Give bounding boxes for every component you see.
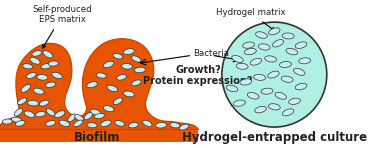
Ellipse shape [286, 48, 297, 55]
Ellipse shape [179, 124, 189, 130]
Ellipse shape [55, 111, 65, 118]
Ellipse shape [90, 109, 101, 116]
Ellipse shape [32, 51, 42, 56]
Ellipse shape [124, 49, 134, 54]
Ellipse shape [84, 112, 93, 120]
Ellipse shape [36, 112, 45, 117]
Ellipse shape [87, 123, 97, 128]
Text: Biofilm: Biofilm [73, 131, 120, 144]
Ellipse shape [124, 91, 134, 97]
Ellipse shape [113, 53, 123, 59]
Ellipse shape [43, 51, 53, 58]
Ellipse shape [226, 85, 238, 92]
Ellipse shape [281, 76, 293, 82]
Ellipse shape [295, 42, 307, 48]
Ellipse shape [26, 73, 36, 78]
Text: Hydrogel-entrapped culture: Hydrogel-entrapped culture [182, 131, 367, 144]
Ellipse shape [12, 117, 22, 122]
Ellipse shape [132, 56, 141, 62]
Ellipse shape [245, 48, 256, 55]
Ellipse shape [74, 115, 84, 121]
Ellipse shape [273, 40, 284, 47]
Text: Self-produced
EPS matrix: Self-produced EPS matrix [33, 5, 92, 48]
Ellipse shape [68, 114, 76, 122]
Ellipse shape [282, 33, 294, 39]
Ellipse shape [236, 63, 248, 69]
Ellipse shape [87, 82, 98, 88]
Ellipse shape [143, 120, 152, 127]
Ellipse shape [116, 75, 127, 80]
Ellipse shape [23, 64, 33, 69]
Ellipse shape [156, 122, 167, 128]
Ellipse shape [46, 82, 56, 87]
Ellipse shape [17, 98, 27, 105]
Ellipse shape [268, 104, 280, 110]
Ellipse shape [101, 120, 111, 127]
Ellipse shape [37, 75, 48, 80]
Ellipse shape [113, 98, 122, 105]
Ellipse shape [41, 64, 51, 69]
Text: Hydrogel matrix: Hydrogel matrix [215, 8, 285, 31]
Ellipse shape [275, 92, 287, 99]
Ellipse shape [282, 109, 294, 116]
Ellipse shape [39, 100, 49, 106]
Ellipse shape [132, 80, 141, 86]
Ellipse shape [33, 88, 44, 94]
Ellipse shape [293, 68, 305, 75]
Ellipse shape [265, 56, 277, 62]
Ellipse shape [255, 106, 266, 113]
Ellipse shape [129, 123, 138, 128]
Ellipse shape [243, 42, 254, 48]
Ellipse shape [59, 120, 70, 127]
Circle shape [222, 22, 327, 127]
Ellipse shape [269, 28, 280, 35]
Ellipse shape [295, 83, 307, 90]
Ellipse shape [46, 109, 55, 116]
Ellipse shape [240, 79, 252, 85]
Ellipse shape [299, 58, 311, 64]
Ellipse shape [30, 57, 40, 64]
Ellipse shape [170, 123, 180, 128]
Ellipse shape [232, 56, 243, 62]
Ellipse shape [48, 61, 59, 66]
Ellipse shape [15, 121, 25, 126]
Ellipse shape [52, 72, 62, 79]
Text: Growth?
Protein expression?: Growth? Protein expression? [143, 65, 253, 86]
Ellipse shape [21, 85, 31, 92]
Polygon shape [0, 39, 198, 142]
Ellipse shape [24, 111, 35, 117]
Ellipse shape [254, 74, 266, 80]
Ellipse shape [2, 119, 12, 124]
Ellipse shape [122, 63, 133, 69]
Ellipse shape [289, 98, 301, 104]
Ellipse shape [268, 71, 279, 78]
Ellipse shape [74, 120, 83, 127]
Ellipse shape [14, 108, 23, 116]
Ellipse shape [279, 61, 291, 67]
Ellipse shape [258, 44, 270, 50]
Ellipse shape [135, 67, 146, 73]
Ellipse shape [94, 113, 104, 119]
Ellipse shape [250, 58, 262, 65]
Ellipse shape [46, 121, 56, 126]
Ellipse shape [103, 61, 114, 68]
Text: Bacteria: Bacteria [193, 49, 229, 58]
Ellipse shape [96, 73, 106, 78]
Polygon shape [0, 39, 198, 142]
Ellipse shape [115, 121, 125, 126]
Ellipse shape [28, 100, 39, 106]
Ellipse shape [256, 32, 267, 38]
Ellipse shape [247, 92, 259, 99]
Ellipse shape [107, 85, 118, 92]
Ellipse shape [261, 88, 273, 94]
Ellipse shape [234, 100, 245, 106]
Ellipse shape [103, 106, 114, 112]
